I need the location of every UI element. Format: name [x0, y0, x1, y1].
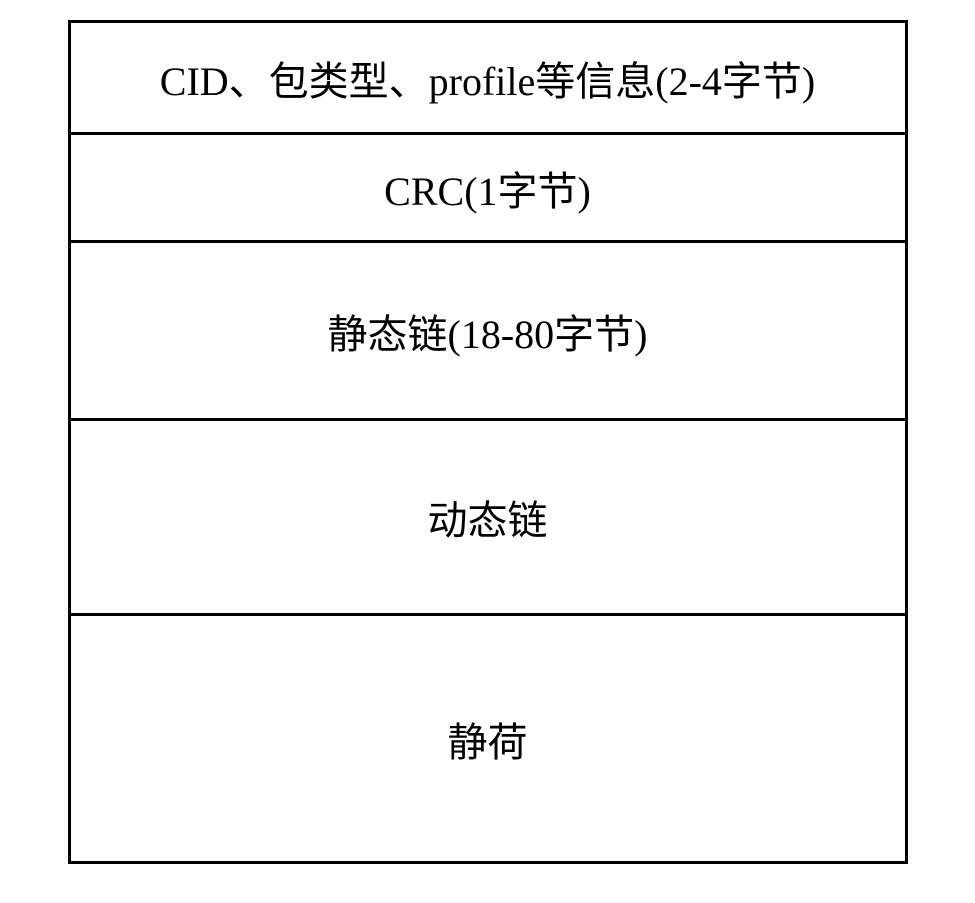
packet-structure-diagram: CID、包类型、profile等信息(2-4字节) CRC(1字节) 静态链(1… — [68, 20, 908, 864]
crc-row: CRC(1字节) — [71, 135, 905, 243]
header-info-label: CID、包类型、profile等信息(2-4字节) — [160, 49, 815, 107]
header-info-row: CID、包类型、profile等信息(2-4字节) — [71, 23, 905, 135]
dynamic-chain-row: 动态链 — [71, 421, 905, 616]
static-chain-label: 静态链(18-80字节) — [328, 302, 648, 360]
payload-label: 静荷 — [448, 710, 528, 768]
static-chain-row: 静态链(18-80字节) — [71, 243, 905, 421]
crc-label: CRC(1字节) — [384, 159, 591, 217]
payload-row: 静荷 — [71, 616, 905, 861]
dynamic-chain-label: 动态链 — [428, 488, 548, 546]
